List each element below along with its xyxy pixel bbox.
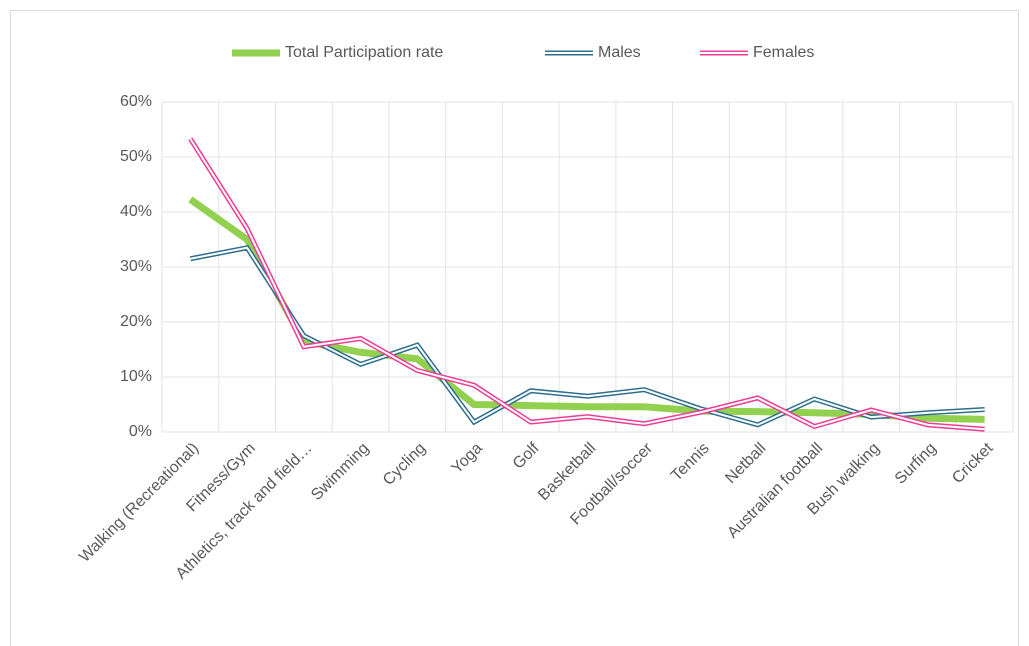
legend: Total Participation rate Males Females — [232, 44, 814, 61]
legend-label: Females — [753, 44, 814, 61]
chart-border — [10, 10, 1019, 646]
y-tick-label: 60% — [120, 93, 152, 110]
legend-label: Total Participation rate — [285, 44, 443, 61]
y-tick-label: 10% — [120, 368, 152, 385]
y-tick-label: 20% — [120, 313, 152, 330]
y-tick-label: 40% — [120, 203, 152, 220]
legend-label: Males — [598, 44, 641, 61]
y-tick-label: 0% — [129, 423, 152, 440]
series-line-inner — [189, 138, 985, 431]
y-tick-label: 30% — [120, 258, 152, 275]
y-tick-label: 50% — [120, 148, 152, 165]
